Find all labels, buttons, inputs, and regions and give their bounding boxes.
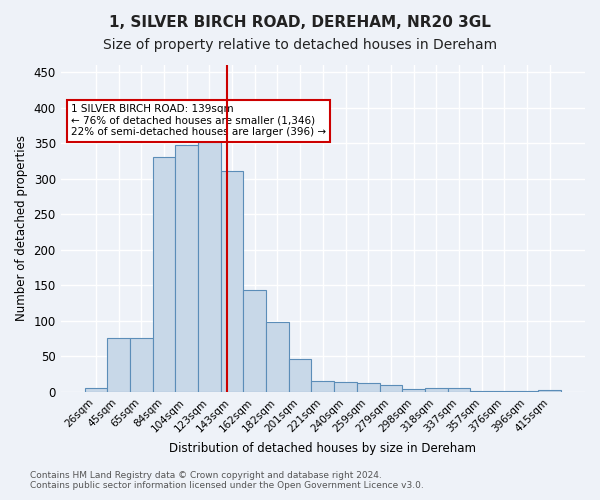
Bar: [221, 171, 244, 392]
Bar: [448, 388, 470, 392]
Bar: [470, 390, 493, 392]
Text: Size of property relative to detached houses in Dereham: Size of property relative to detached ho…: [103, 38, 497, 52]
Bar: [130, 338, 152, 392]
Bar: [152, 158, 175, 392]
Bar: [311, 380, 334, 392]
Bar: [266, 322, 289, 392]
Y-axis label: Number of detached properties: Number of detached properties: [15, 136, 28, 322]
Bar: [380, 385, 402, 392]
Bar: [402, 389, 425, 392]
Bar: [357, 384, 380, 392]
Text: 1, SILVER BIRCH ROAD, DEREHAM, NR20 3GL: 1, SILVER BIRCH ROAD, DEREHAM, NR20 3GL: [109, 15, 491, 30]
Bar: [175, 144, 198, 392]
Bar: [198, 134, 221, 392]
X-axis label: Distribution of detached houses by size in Dereham: Distribution of detached houses by size …: [169, 442, 476, 455]
Bar: [85, 388, 107, 392]
Bar: [289, 360, 311, 392]
Bar: [538, 390, 561, 392]
Text: Contains HM Land Registry data © Crown copyright and database right 2024.
Contai: Contains HM Land Registry data © Crown c…: [30, 470, 424, 490]
Bar: [516, 391, 538, 392]
Bar: [425, 388, 448, 392]
Text: 1 SILVER BIRCH ROAD: 139sqm
← 76% of detached houses are smaller (1,346)
22% of : 1 SILVER BIRCH ROAD: 139sqm ← 76% of det…: [71, 104, 326, 138]
Bar: [493, 391, 516, 392]
Bar: [244, 290, 266, 392]
Bar: [107, 338, 130, 392]
Bar: [334, 382, 357, 392]
